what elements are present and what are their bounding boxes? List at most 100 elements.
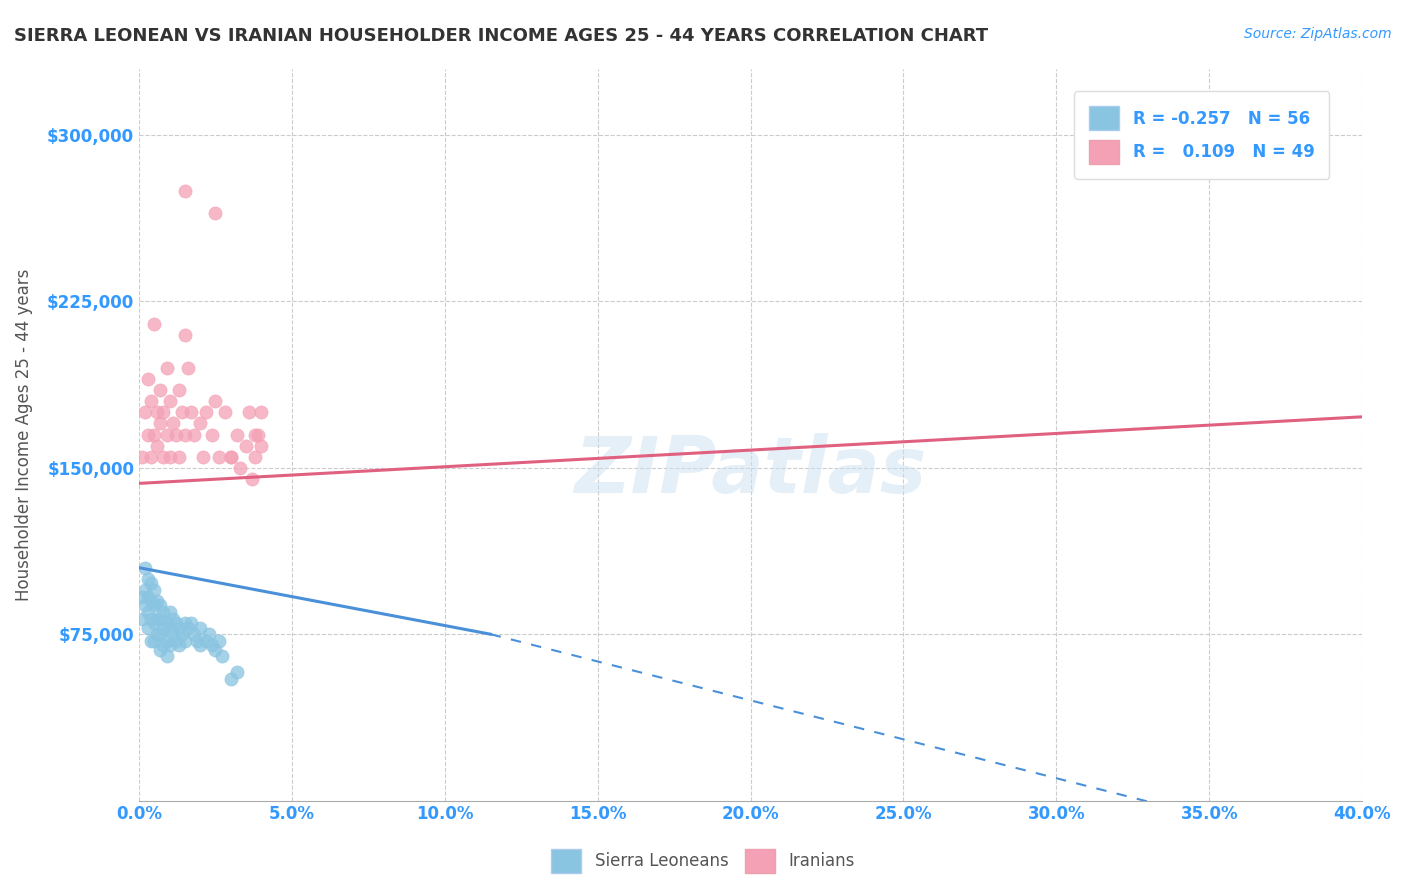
Point [152, 638, 174, 652]
Point [149, 642, 172, 657]
Legend: Sierra Leoneans, Iranians: Sierra Leoneans, Iranians [544, 842, 862, 880]
Point [146, 627, 169, 641]
Point [195, 405, 218, 419]
Point [173, 633, 195, 648]
Point [152, 605, 174, 619]
Point [165, 616, 187, 631]
Text: SIERRA LEONEAN VS IRANIAN HOUSEHOLDER INCOME AGES 25 - 44 YEARS CORRELATION CHAR: SIERRA LEONEAN VS IRANIAN HOUSEHOLDER IN… [14, 27, 988, 45]
Point [229, 460, 252, 475]
Point [155, 616, 177, 631]
Point [159, 394, 181, 409]
Point [198, 627, 221, 641]
Point [204, 205, 226, 219]
Point [141, 450, 163, 464]
Point [204, 394, 226, 409]
Point [238, 405, 260, 419]
Point [165, 633, 187, 648]
Point [177, 361, 200, 376]
Point [136, 621, 159, 635]
Point [146, 439, 169, 453]
Point [201, 638, 224, 652]
Point [188, 621, 211, 635]
Point [225, 427, 247, 442]
Point [141, 633, 163, 648]
Point [165, 427, 187, 442]
Text: Source: ZipAtlas.com: Source: ZipAtlas.com [1244, 27, 1392, 41]
Point [180, 616, 202, 631]
Point [141, 394, 163, 409]
Y-axis label: Householder Income Ages 25 - 44 years: Householder Income Ages 25 - 44 years [15, 268, 32, 600]
Point [173, 427, 195, 442]
Point [131, 590, 153, 604]
Point [131, 450, 153, 464]
Point [136, 590, 159, 604]
Point [146, 612, 169, 626]
Point [167, 383, 190, 397]
Point [143, 633, 166, 648]
Point [167, 638, 190, 652]
Point [146, 594, 169, 608]
Point [219, 450, 242, 464]
Point [159, 450, 181, 464]
Point [134, 599, 156, 613]
Point [143, 427, 166, 442]
Point [136, 427, 159, 442]
Point [183, 427, 205, 442]
Point [136, 572, 159, 586]
Point [245, 427, 267, 442]
Point [143, 616, 166, 631]
Point [155, 427, 177, 442]
Point [162, 627, 184, 641]
Point [141, 576, 163, 591]
Point [225, 665, 247, 679]
Point [162, 417, 184, 431]
Point [204, 642, 226, 657]
Point [173, 616, 195, 631]
Point [211, 649, 233, 664]
Point [235, 439, 257, 453]
Point [207, 450, 229, 464]
Point [188, 417, 211, 431]
Point [152, 405, 174, 419]
Point [183, 627, 205, 641]
Point [180, 405, 202, 419]
Point [193, 450, 215, 464]
Point [134, 560, 156, 574]
Point [207, 633, 229, 648]
Point [186, 633, 208, 648]
Point [134, 582, 156, 597]
Point [240, 472, 263, 486]
Point [170, 405, 193, 419]
Point [170, 627, 193, 641]
Point [167, 621, 190, 635]
Point [152, 621, 174, 635]
Point [195, 633, 218, 648]
Point [143, 317, 166, 331]
Point [149, 612, 172, 626]
Point [155, 649, 177, 664]
Point [219, 672, 242, 686]
Point [201, 427, 224, 442]
Text: ZIPatlas: ZIPatlas [575, 434, 927, 509]
Point [250, 439, 273, 453]
Point [247, 427, 270, 442]
Point [152, 450, 174, 464]
Point [149, 599, 172, 613]
Point [141, 594, 163, 608]
Point [173, 184, 195, 198]
Point [188, 638, 211, 652]
Point [155, 361, 177, 376]
Point [143, 582, 166, 597]
Point [134, 405, 156, 419]
Point [214, 405, 236, 419]
Point [177, 621, 200, 635]
Point [159, 605, 181, 619]
Point [146, 405, 169, 419]
Point [143, 599, 166, 613]
Point [219, 450, 242, 464]
Point [131, 612, 153, 626]
Point [167, 450, 190, 464]
Point [136, 605, 159, 619]
Point [149, 417, 172, 431]
Point [136, 372, 159, 386]
